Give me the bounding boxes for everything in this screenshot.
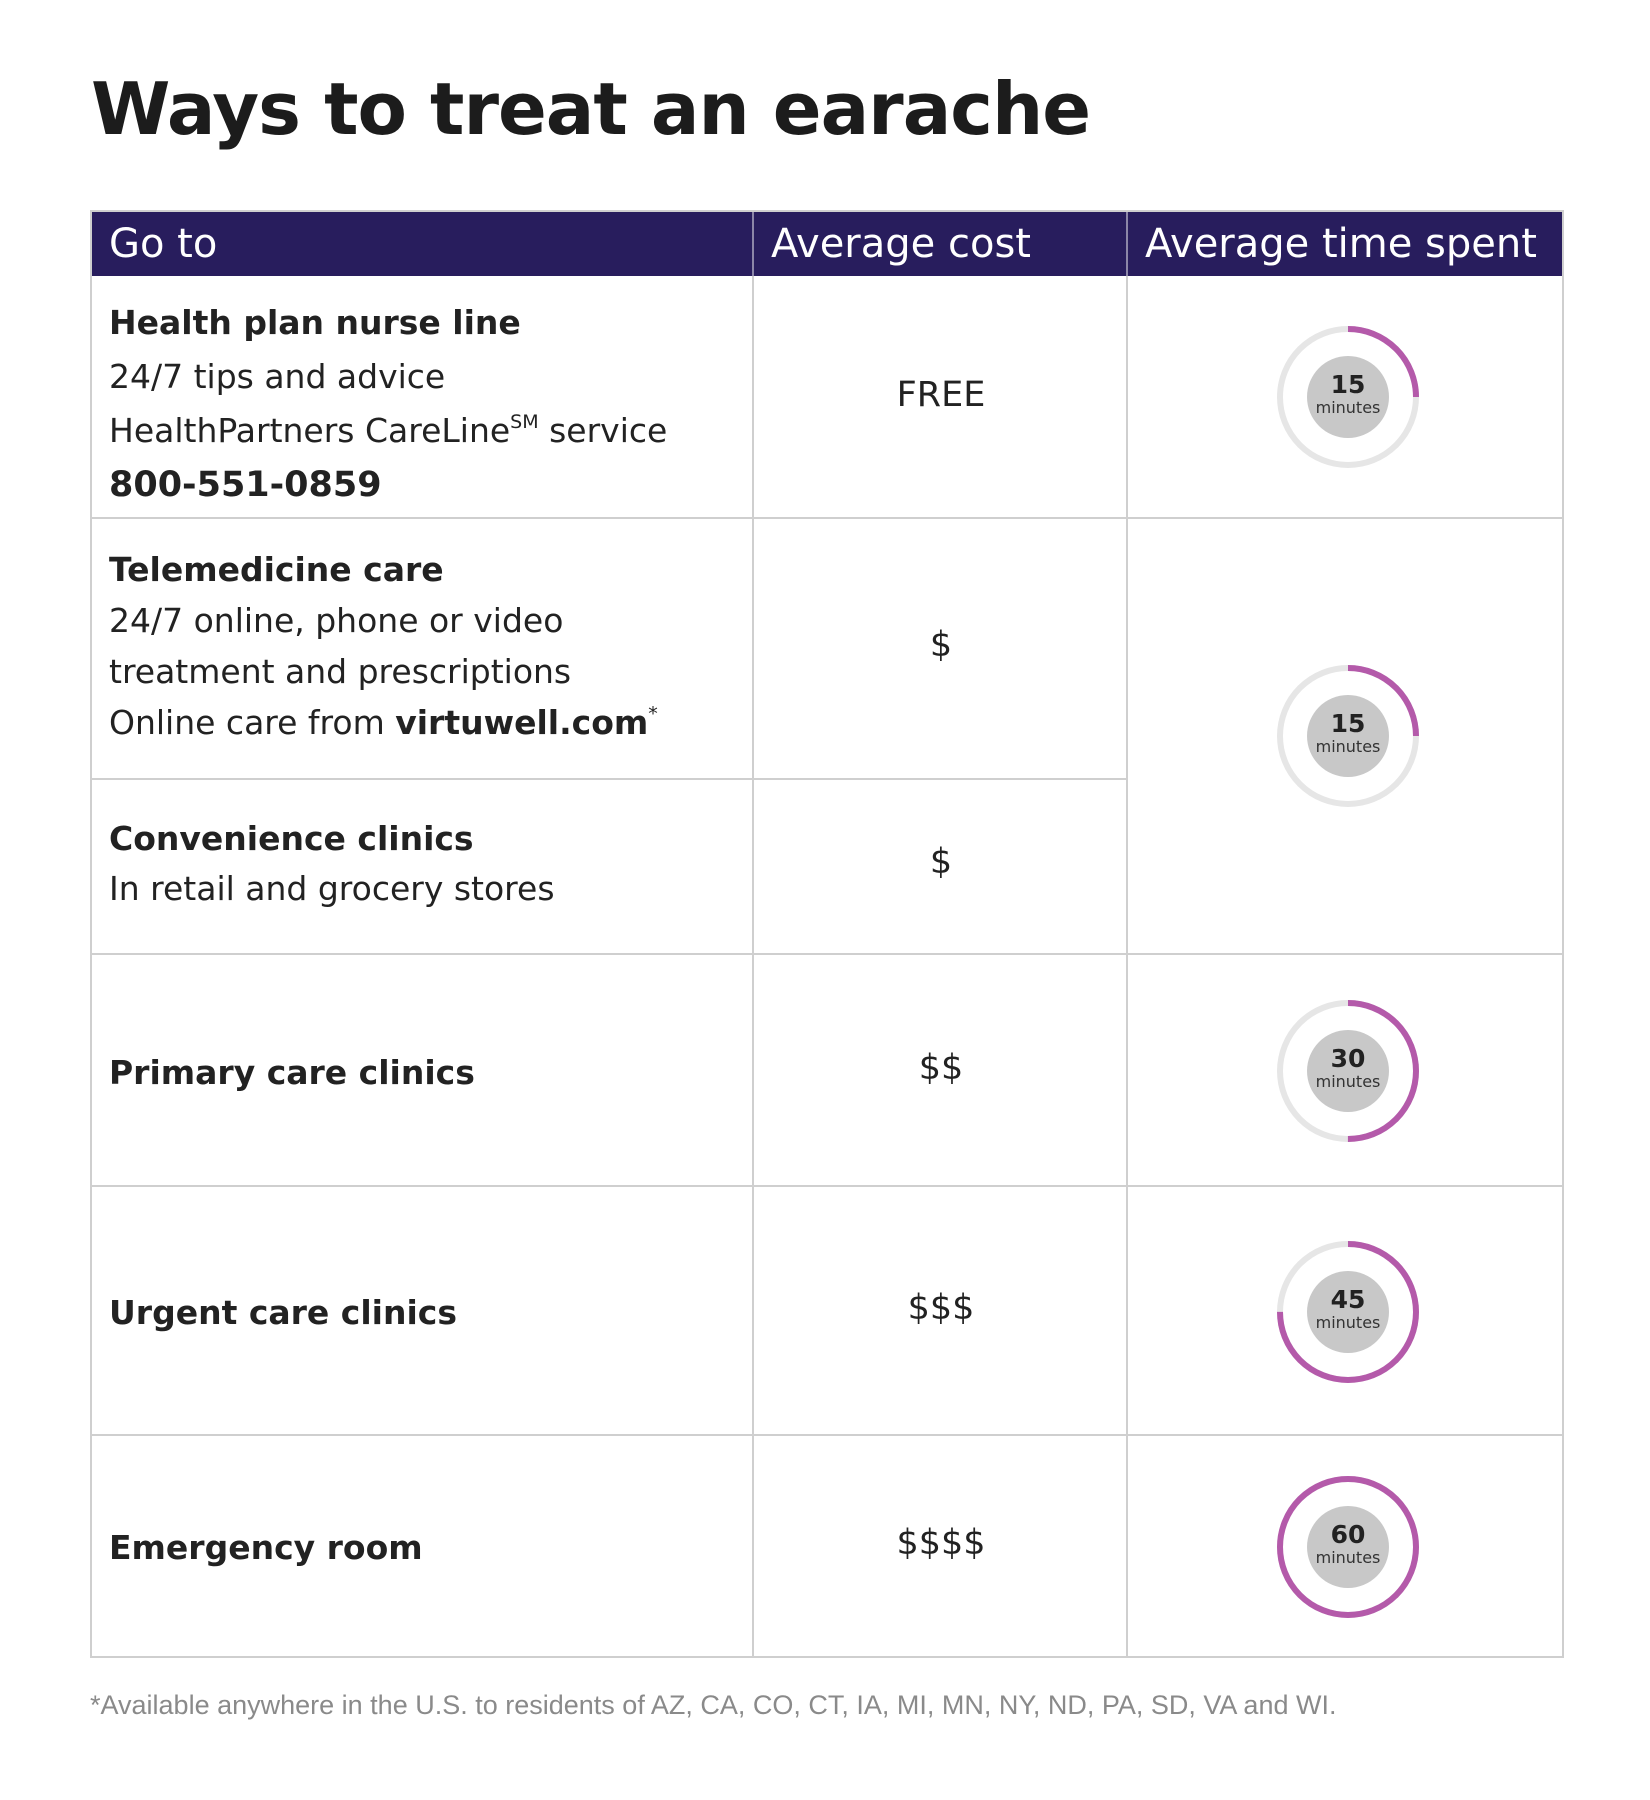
row-detail: HealthPartners CareLineSM service <box>109 404 749 458</box>
virtuwell-link[interactable]: virtuwell.com <box>395 703 649 742</box>
row-urgent-care: Urgent care clinics <box>109 1293 457 1332</box>
footnote-marker: * <box>648 703 658 725</box>
clock-ring-icon <box>1277 326 1419 468</box>
time-value: 15 <box>1330 709 1366 738</box>
clock-ring-icon <box>1277 1241 1419 1383</box>
ring-center <box>1307 1506 1389 1588</box>
careline-text: HealthPartners CareLine <box>109 411 511 450</box>
header-average-time: Average time spent <box>1145 221 1537 267</box>
row-divider <box>92 778 1128 780</box>
ring-progress <box>1277 1241 1419 1383</box>
ring-progress <box>1277 326 1419 468</box>
clock-ring-icon <box>1277 1000 1419 1142</box>
row-divider <box>92 953 1562 955</box>
time-ring: 60 minutes <box>1274 1473 1422 1621</box>
time-unit: minutes <box>1315 737 1381 756</box>
row-cost: $$$$ <box>896 1523 986 1563</box>
row-divider <box>92 1185 1562 1187</box>
header-divider <box>1126 212 1128 276</box>
time-unit: minutes <box>1315 1548 1381 1567</box>
ring-center <box>1307 356 1389 438</box>
row-title: Convenience clinics <box>109 819 474 858</box>
row-divider <box>92 517 1562 519</box>
header-divider <box>752 212 754 276</box>
column-divider <box>1126 212 1128 1656</box>
time-value: 45 <box>1330 1285 1366 1314</box>
ring-progress <box>1277 1476 1419 1618</box>
row-detail: In retail and grocery stores <box>109 869 555 908</box>
ring-progress <box>1277 665 1419 807</box>
time-ring: 45 minutes <box>1274 1238 1422 1386</box>
service-mark: SM <box>510 411 539 433</box>
time-unit: minutes <box>1315 1313 1381 1332</box>
ring-center <box>1307 695 1389 777</box>
row-cost: FREE <box>896 375 986 415</box>
row-cost: $ <box>929 625 953 665</box>
footnote: *Available anywhere in the U.S. to resid… <box>90 1690 1337 1720</box>
care-options-table: Go to Average cost Average time spent He… <box>90 210 1564 1658</box>
row-nurse-line: Health plan nurse line 24/7 tips and adv… <box>109 296 749 512</box>
row-divider <box>92 1434 1562 1436</box>
time-ring: 15 minutes <box>1274 323 1422 471</box>
header-average-cost: Average cost <box>771 221 1031 267</box>
ring-center <box>1307 1030 1389 1112</box>
time-ring: 15 minutes <box>1274 662 1422 810</box>
column-divider <box>752 212 754 1656</box>
online-care-text: Online care from <box>109 703 396 742</box>
row-cost: $ <box>929 842 953 882</box>
row-detail: treatment and prescriptions <box>109 652 572 691</box>
row-detail: Online care from virtuwell.com* <box>109 697 749 748</box>
row-title: Health plan nurse line <box>109 303 521 342</box>
ring-progress <box>1277 1000 1419 1142</box>
row-emergency-room: Emergency room <box>109 1528 423 1567</box>
row-convenience-clinics: Convenience clinics In retail and grocer… <box>109 814 749 914</box>
row-telemedicine: Telemedicine care 24/7 online, phone or … <box>109 544 749 748</box>
time-value: 15 <box>1330 370 1366 399</box>
row-detail: 24/7 online, phone or video <box>109 601 564 640</box>
time-unit: minutes <box>1315 1072 1381 1091</box>
nurse-line-phone[interactable]: 800-551-0859 <box>109 465 382 505</box>
service-text: service <box>538 411 668 450</box>
clock-ring-icon <box>1277 665 1419 807</box>
table-header: Go to Average cost Average time spent <box>92 212 1562 276</box>
time-unit: minutes <box>1315 398 1381 417</box>
page-title: Ways to treat an earache <box>91 67 1091 151</box>
row-cost: $$$ <box>907 1288 975 1328</box>
row-title: Telemedicine care <box>109 550 444 589</box>
time-ring: 30 minutes <box>1274 997 1422 1145</box>
time-value: 60 <box>1330 1520 1366 1549</box>
row-cost: $$ <box>918 1048 964 1088</box>
clock-ring-icon <box>1277 1476 1419 1618</box>
ring-center <box>1307 1271 1389 1353</box>
header-go-to: Go to <box>109 221 218 267</box>
row-detail: 24/7 tips and advice <box>109 357 446 396</box>
time-value: 30 <box>1330 1044 1366 1073</box>
row-primary-care: Primary care clinics <box>109 1053 475 1092</box>
